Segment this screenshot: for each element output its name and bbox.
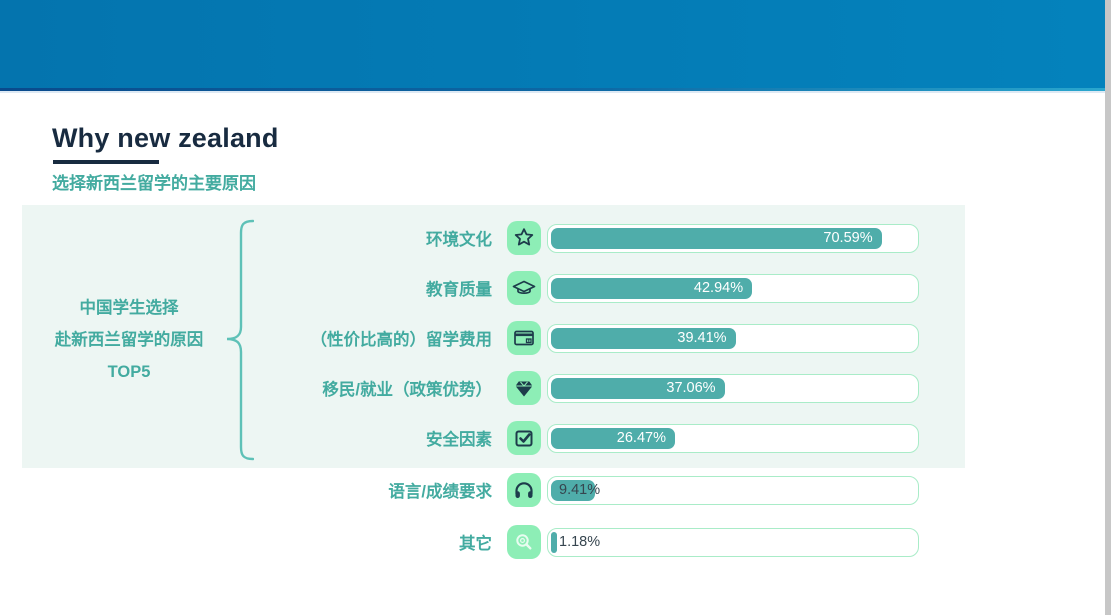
group-label-line2: 赴新西兰留学的原因 <box>54 331 204 349</box>
chart-row: 移民/就业（政策优势） 37.06% <box>0 371 940 405</box>
chart-row: 教育质量 42.94% <box>0 271 940 305</box>
bar-fill: 1.18% <box>551 531 600 553</box>
bar-fill: 26.47% <box>551 427 675 449</box>
wallet-icon <box>507 321 541 355</box>
chart-row: 环境文化 70.59% <box>0 221 940 255</box>
page-title: Why new zealand <box>52 123 279 153</box>
category-label: 语言/成绩要求 <box>388 483 492 501</box>
brace-bracket-icon <box>226 219 254 461</box>
category-label: 移民/就业（政策优势） <box>322 381 492 399</box>
bar-value: 37.06% <box>666 380 716 396</box>
gem-icon <box>507 371 541 405</box>
bar-value: 9.41% <box>559 482 601 498</box>
bar-track: 9.41% <box>547 475 919 505</box>
checkbox-checked-icon <box>507 421 541 455</box>
header-bar <box>0 0 1105 88</box>
bar-value: 42.94% <box>693 280 744 296</box>
group-label-line3: TOP5 <box>107 363 151 381</box>
bar-value: 1.18% <box>559 534 601 550</box>
headphones-icon <box>507 473 541 507</box>
group-label: 中国学生选择 赴新西兰留学的原因 TOP5 <box>26 292 232 388</box>
bar-track: 70.59% <box>547 223 919 253</box>
bar-track: 26.47% <box>547 423 919 453</box>
bar-track: 1.18% <box>547 527 919 557</box>
bar-track: 42.94% <box>547 273 919 303</box>
bar-fill: 37.06% <box>551 377 725 399</box>
header-accent-rule <box>0 88 1105 91</box>
bar-fill: 39.41% <box>551 327 736 349</box>
chart-row: 语言/成绩要求 9.41% <box>0 473 940 507</box>
bar-value: 39.41% <box>677 330 727 346</box>
bar-value: 26.47% <box>616 430 666 446</box>
bar-track: 39.41% <box>547 323 919 353</box>
title-underline <box>53 160 159 164</box>
category-label: 环境文化 <box>426 231 492 249</box>
star-icon <box>507 221 541 255</box>
category-label: 其它 <box>459 535 492 553</box>
graduation-cap-icon <box>507 271 541 305</box>
bar-value: 70.59% <box>823 230 873 246</box>
page-subtitle: 选择新西兰留学的主要原因 <box>52 174 256 193</box>
window-border <box>1105 0 1111 615</box>
bar-fill: 42.94% <box>551 277 753 299</box>
category-label: 安全因素 <box>426 431 492 449</box>
category-label: （性价比高的）留学费用 <box>310 331 493 349</box>
chart-row: （性价比高的）留学费用 39.41% <box>0 321 940 355</box>
magnifier-icon <box>507 525 541 559</box>
chart-row: 其它 1.18% <box>0 525 940 559</box>
group-label-line1: 中国学生选择 <box>79 299 179 317</box>
bar-track: 37.06% <box>547 373 919 403</box>
bar-fill: 70.59% <box>551 227 882 249</box>
chart-row: 安全因素 26.47% <box>0 421 940 455</box>
category-label: 教育质量 <box>426 281 492 299</box>
header-rule-highlight <box>0 91 1105 93</box>
bar-fill: 9.41% <box>551 479 600 501</box>
